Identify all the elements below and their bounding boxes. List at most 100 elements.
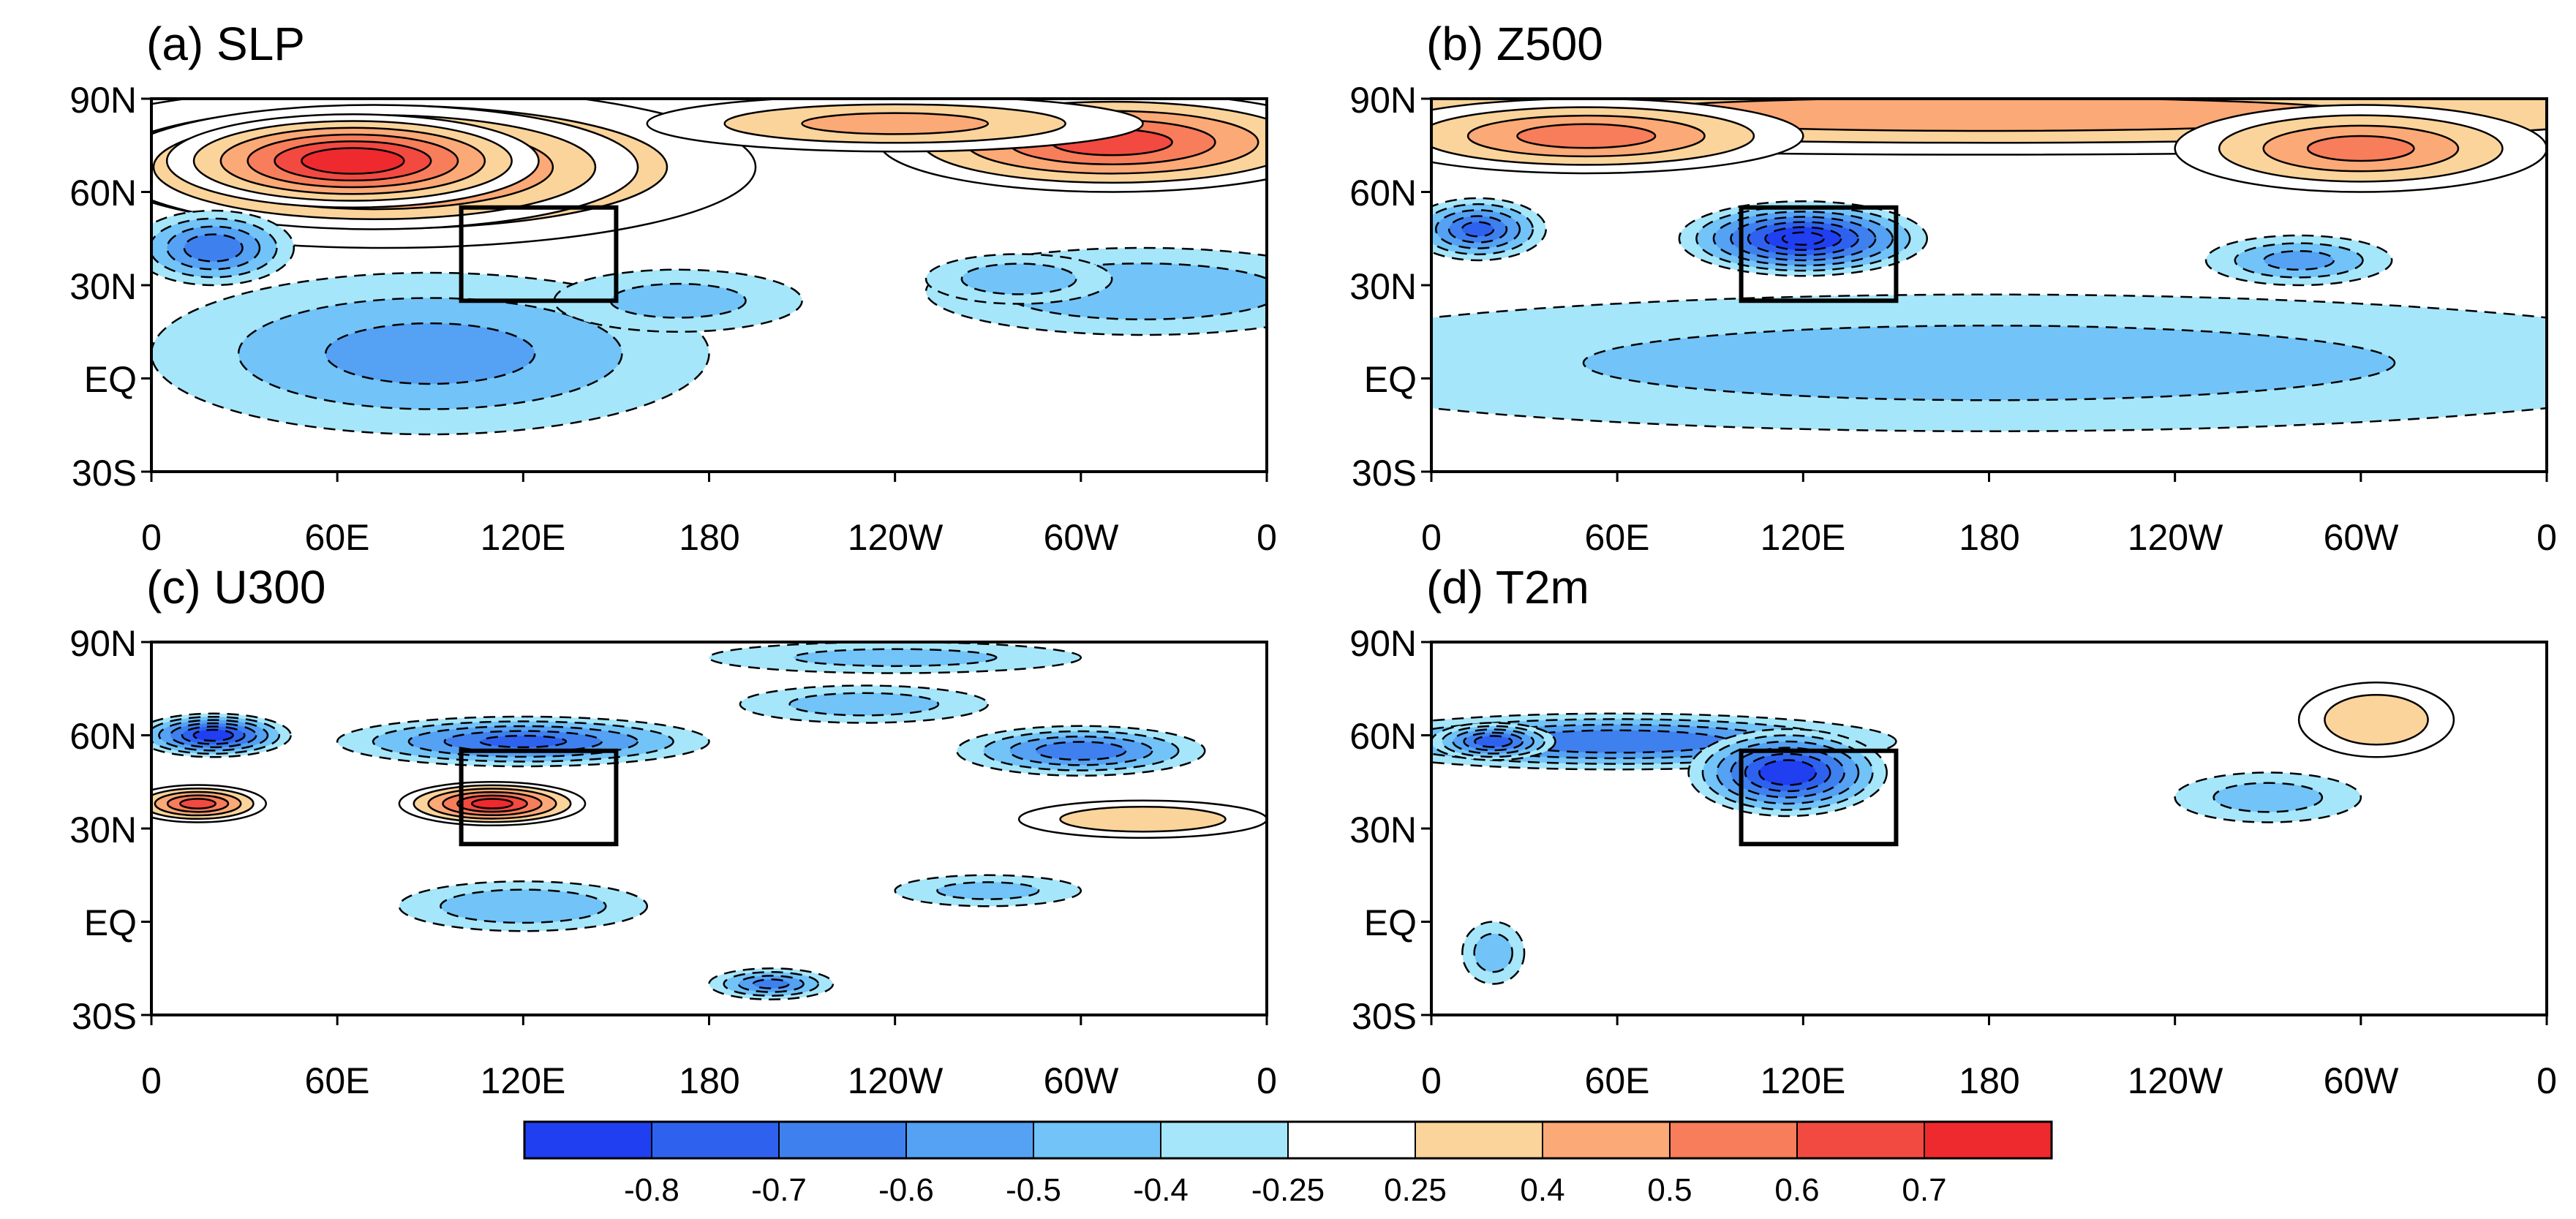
- x-tick-label: 60W: [2324, 517, 2400, 558]
- y-tick-label: EQ: [84, 902, 137, 943]
- panel-slp: (a) SLP 90N 60N 30N EQ 30S 0 60E 120E 18…: [69, 18, 1277, 558]
- ticks: [141, 641, 1268, 1025]
- colorbar-label: 0.7: [1902, 1172, 1946, 1208]
- colorbar-labels: -0.8 -0.7 -0.6 -0.5 -0.4 -0.25 0.25 0.4 …: [624, 1172, 1947, 1208]
- x-tick-label: 120W: [848, 517, 944, 558]
- y-tick-label: 60N: [1349, 716, 1417, 757]
- anomaly-contour: [440, 888, 607, 924]
- anomaly-contour: [1758, 759, 1818, 786]
- anomaly-contour: [752, 978, 790, 989]
- x-tick-label: 60W: [1044, 517, 1120, 558]
- colorbar-swatch: [524, 1121, 652, 1159]
- x-tick-label: 0: [2537, 517, 2557, 558]
- colorbar-swatch: [1160, 1121, 1289, 1159]
- x-tick-label: 0: [141, 517, 162, 558]
- colorbar-label: 0.4: [1520, 1172, 1564, 1208]
- colorbar-swatch: [1033, 1121, 1161, 1159]
- colorbar-label: -0.5: [1006, 1172, 1061, 1208]
- anomaly-contour: [2306, 135, 2415, 162]
- colorbar-label: -0.6: [878, 1172, 934, 1208]
- anomaly-contour: [788, 692, 940, 717]
- fields: [1431, 99, 2547, 432]
- anomaly-contour: [479, 734, 568, 749]
- y-axis-labels: 90N 60N 30N EQ 30S: [1349, 80, 1417, 494]
- anomaly-contour: [2212, 782, 2324, 813]
- panel-t2m: (d) T2m 90N 60N 30N EQ 30S 0 60E 120E 18…: [1349, 561, 2557, 1101]
- x-tick-label: 180: [1959, 517, 2019, 558]
- anomaly-contour: [609, 282, 747, 319]
- ticks: [1421, 641, 2548, 1025]
- y-tick-label: 90N: [1349, 80, 1417, 121]
- box-region-layer: [1739, 205, 1899, 303]
- colorbar-swatch: [1669, 1121, 1798, 1159]
- box-region-layer: [459, 748, 619, 847]
- panel-title: (c) U300: [146, 561, 325, 614]
- anomaly-contour: [2324, 694, 2429, 746]
- y-tick-label: EQ: [1364, 902, 1417, 943]
- x-tick-label: 120W: [848, 1060, 944, 1101]
- x-tick-label: 0: [141, 1060, 162, 1101]
- colorbar-frame: [523, 1120, 2053, 1160]
- anomaly-contour: [1035, 741, 1127, 761]
- y-tick-label: EQ: [1364, 359, 1417, 400]
- x-tick-label: 180: [679, 1060, 739, 1101]
- colorbar-swatch: [1924, 1121, 2052, 1159]
- y-tick-label: 90N: [1349, 623, 1417, 664]
- y-tick-label: EQ: [84, 359, 137, 400]
- y-tick-label: 60N: [69, 173, 137, 214]
- panel-title: (b) Z500: [1426, 18, 1603, 70]
- anomaly-contour: [301, 147, 405, 175]
- colorbar-label: 0.25: [1384, 1172, 1447, 1208]
- colorbar-swatch: [1415, 1121, 1543, 1159]
- y-tick-label: 30S: [72, 453, 137, 494]
- fields: [1431, 682, 2455, 985]
- y-tick-label: 30N: [69, 266, 137, 307]
- x-axis-labels: 0 60E 120E 180 120W 60W 0: [141, 517, 1277, 558]
- anomaly-contour: [1473, 932, 1514, 973]
- x-axis-labels: 0 60E 120E 180 120W 60W 0: [141, 1060, 1277, 1101]
- y-tick-label: 30N: [1349, 266, 1417, 307]
- y-tick-label: 30S: [72, 996, 137, 1037]
- box-region: [459, 205, 619, 303]
- x-axis-labels: 0 60E 120E 180 120W 60W 0: [1421, 1060, 2557, 1101]
- y-tick-label: 90N: [69, 623, 137, 664]
- box-region: [459, 748, 619, 847]
- ticks: [141, 97, 1268, 482]
- x-tick-label: 120E: [1760, 1060, 1846, 1101]
- colorbar-swatch: [651, 1121, 780, 1159]
- x-tick-label: 120E: [481, 1060, 566, 1101]
- anomaly-contour: [792, 648, 998, 668]
- colorbar-label: 0.6: [1774, 1172, 1819, 1208]
- anomaly-contour: [183, 233, 244, 263]
- y-tick-label: 60N: [69, 716, 137, 757]
- x-axis-labels: 0 60E 120E 180 120W 60W 0: [1421, 517, 2557, 558]
- y-tick-label: 30N: [69, 809, 137, 850]
- colorbar: -0.8 -0.7 -0.6 -0.5 -0.4 -0.25 0.25 0.4 …: [523, 1120, 2053, 1208]
- anomaly-contour: [192, 728, 234, 742]
- x-tick-label: 0: [1421, 1060, 1442, 1101]
- colorbar-label: -0.8: [624, 1172, 679, 1208]
- anomaly-contour: [1059, 806, 1227, 833]
- x-tick-label: 60E: [305, 1060, 370, 1101]
- y-axis-labels: 90N 60N 30N EQ 30S: [69, 623, 137, 1037]
- x-tick-label: 60E: [305, 517, 370, 558]
- anomaly-contour: [325, 322, 536, 385]
- fields: [151, 99, 1267, 436]
- x-tick-label: 120W: [2128, 517, 2223, 558]
- anomaly-contour: [470, 798, 514, 809]
- y-axis-labels: 90N 60N 30N EQ 30S: [69, 80, 137, 494]
- anomaly-contour: [1461, 221, 1495, 238]
- box-region-layer: [1739, 748, 1899, 847]
- anomaly-contour: [2263, 250, 2335, 271]
- y-tick-label: 30S: [1352, 996, 1417, 1037]
- x-tick-label: 0: [1421, 517, 1442, 558]
- box-region: [1739, 205, 1899, 303]
- anomaly-contour: [1474, 735, 1513, 748]
- y-axis-labels: 90N 60N 30N EQ 30S: [1349, 623, 1417, 1037]
- anomaly-contour: [179, 798, 216, 809]
- box-region: [1739, 748, 1899, 847]
- panel-z500: (b) Z500 90N 60N 30N EQ 30S 0 60E 120E 1…: [1349, 18, 2557, 558]
- y-tick-label: 90N: [69, 80, 137, 121]
- panel-u300: (c) U300 90N 60N 30N EQ 30S 0 60E 120E 1…: [69, 561, 1277, 1101]
- colorbar-swatch: [1796, 1121, 1925, 1159]
